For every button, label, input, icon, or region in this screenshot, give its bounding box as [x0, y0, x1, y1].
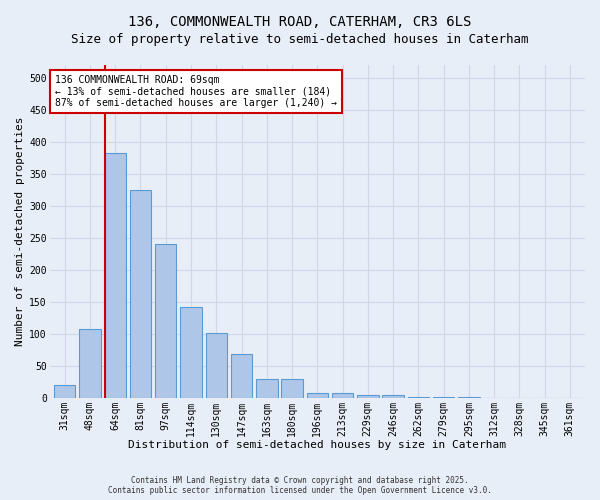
Bar [332, 392, 353, 398]
Bar [307, 392, 328, 398]
Bar [458, 397, 479, 398]
Bar [357, 394, 379, 398]
Bar [231, 354, 252, 398]
Bar [281, 378, 303, 398]
Bar [104, 152, 126, 398]
Bar [407, 396, 429, 398]
Bar [130, 190, 151, 398]
Bar [155, 244, 176, 398]
Text: Contains HM Land Registry data © Crown copyright and database right 2025.
Contai: Contains HM Land Registry data © Crown c… [108, 476, 492, 495]
Bar [382, 394, 404, 398]
Bar [180, 307, 202, 398]
Y-axis label: Number of semi-detached properties: Number of semi-detached properties [15, 116, 25, 346]
Bar [433, 396, 454, 398]
Text: 136 COMMONWEALTH ROAD: 69sqm
← 13% of semi-detached houses are smaller (184)
87%: 136 COMMONWEALTH ROAD: 69sqm ← 13% of se… [55, 75, 337, 108]
X-axis label: Distribution of semi-detached houses by size in Caterham: Distribution of semi-detached houses by … [128, 440, 506, 450]
Text: Size of property relative to semi-detached houses in Caterham: Size of property relative to semi-detach… [71, 32, 529, 46]
Text: 136, COMMONWEALTH ROAD, CATERHAM, CR3 6LS: 136, COMMONWEALTH ROAD, CATERHAM, CR3 6L… [128, 15, 472, 29]
Bar [256, 378, 278, 398]
Bar [54, 385, 76, 398]
Bar [206, 333, 227, 398]
Bar [79, 330, 101, 398]
